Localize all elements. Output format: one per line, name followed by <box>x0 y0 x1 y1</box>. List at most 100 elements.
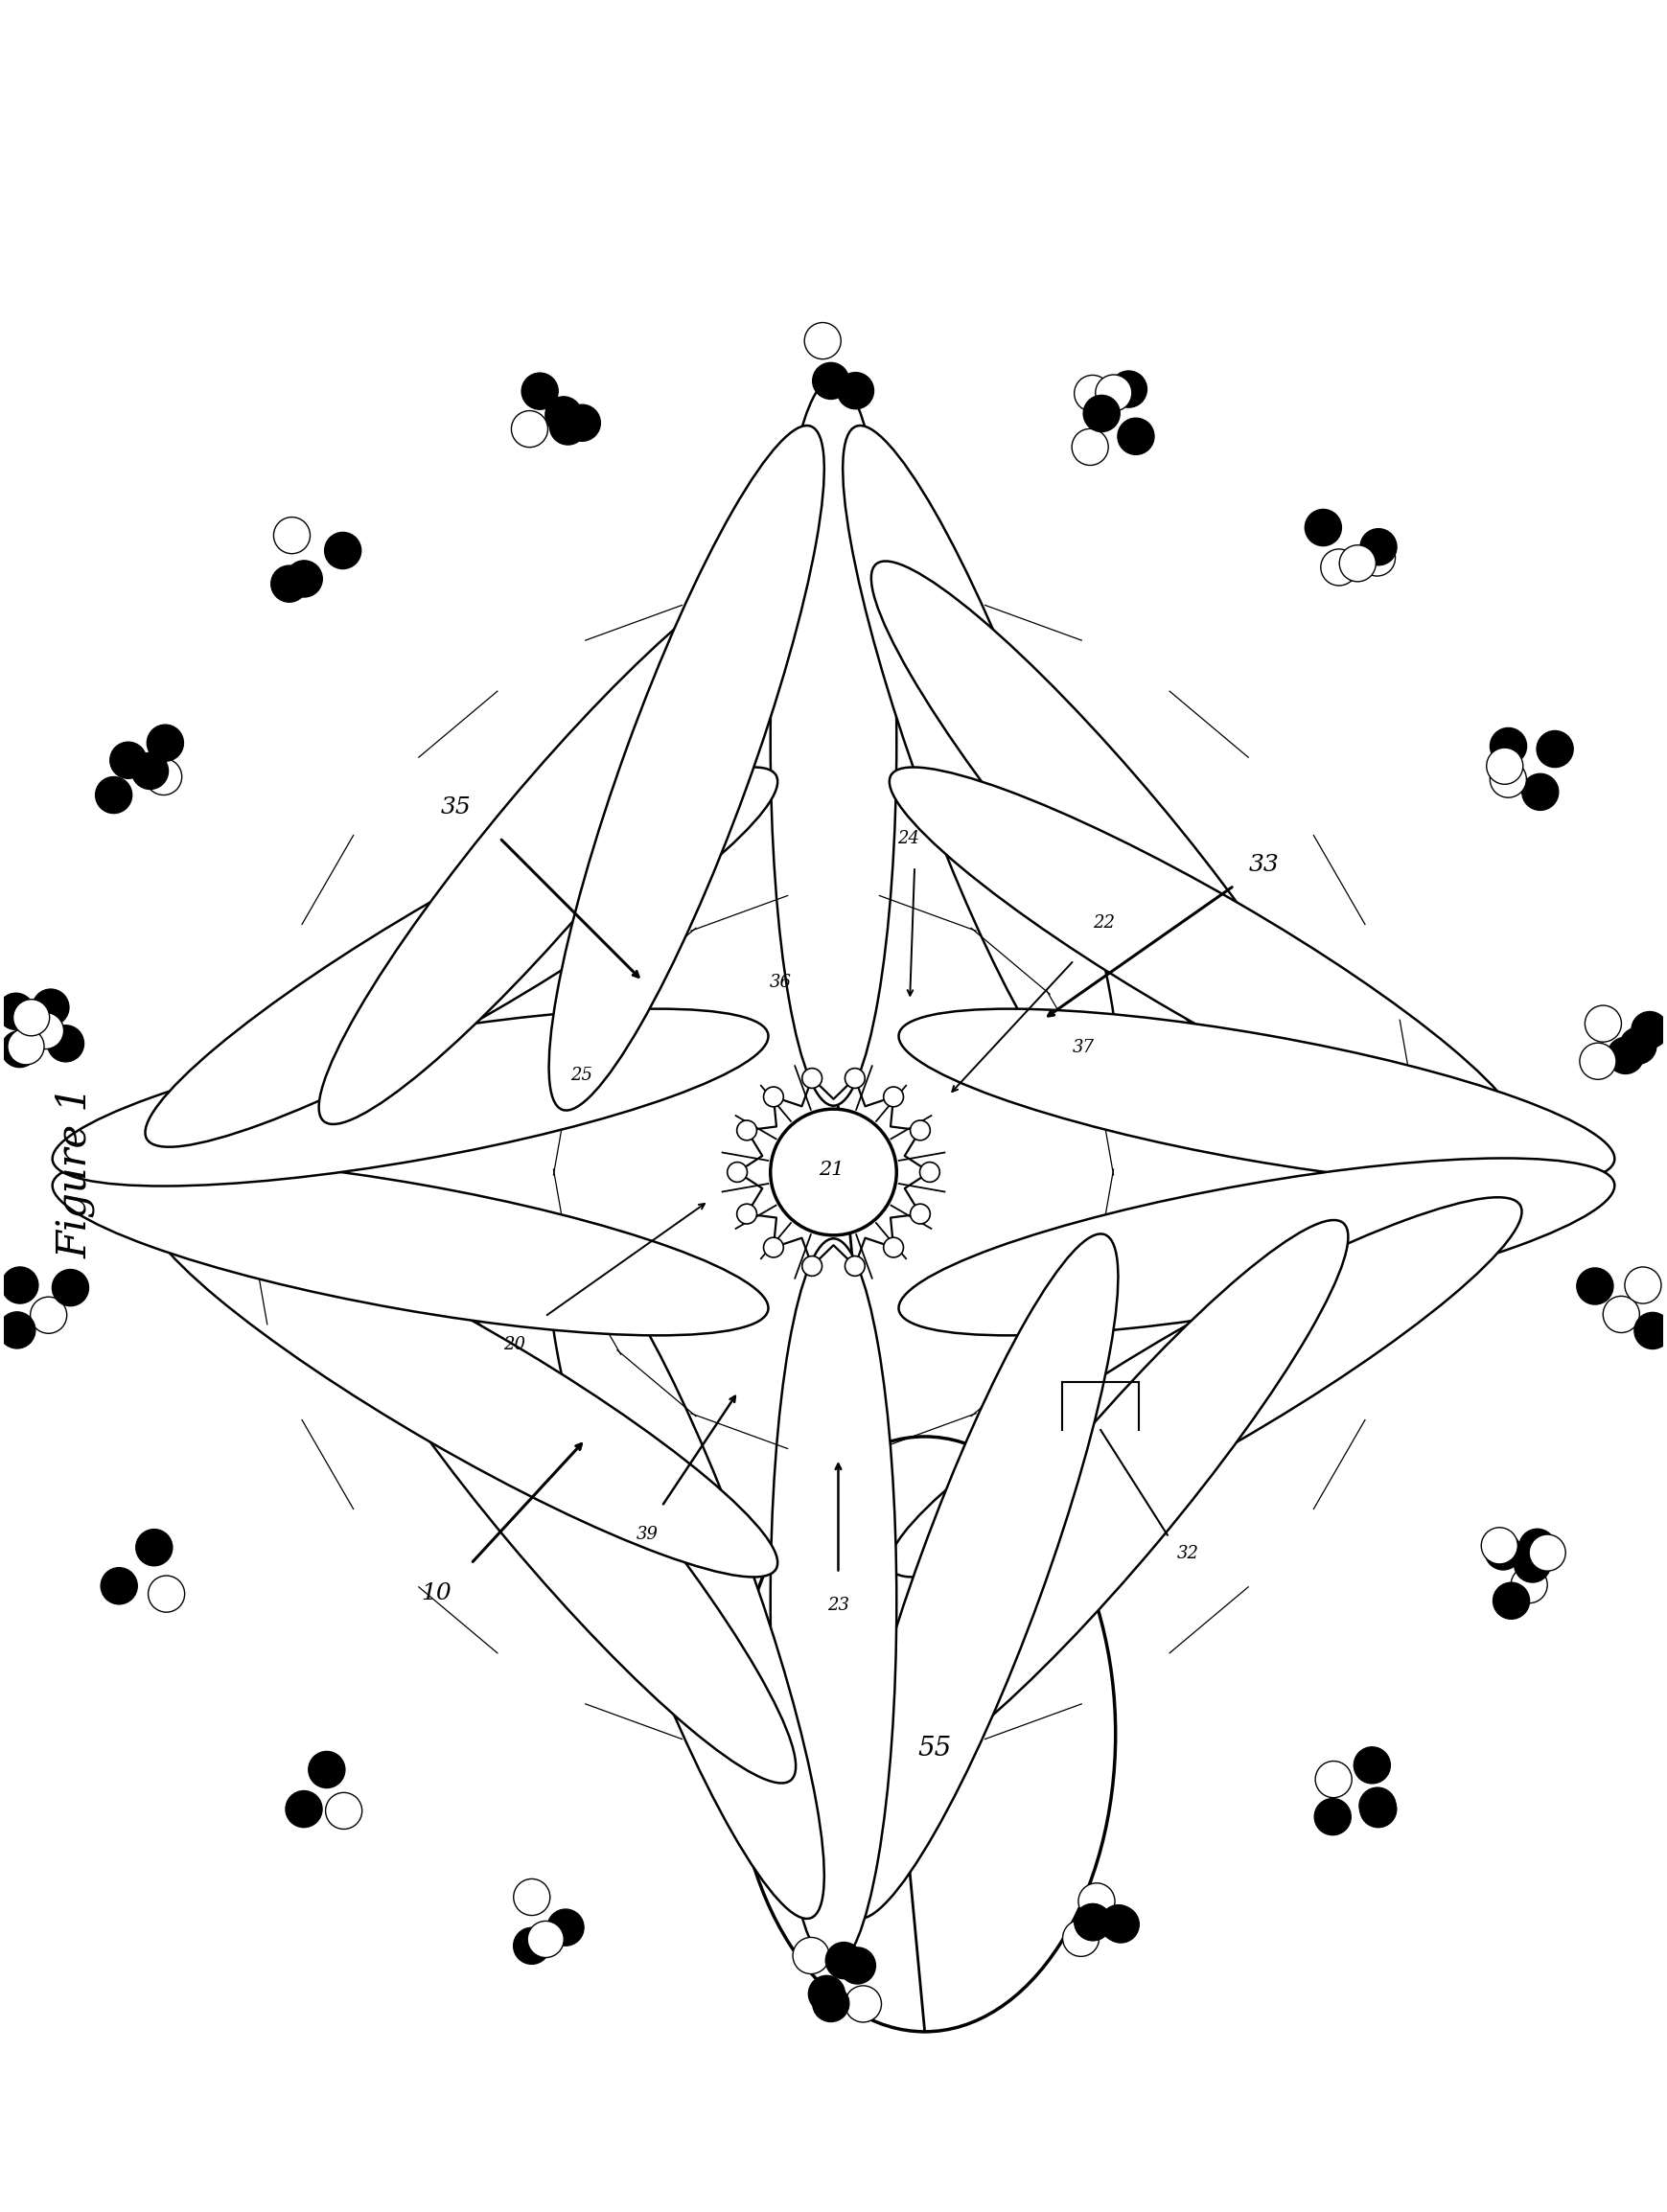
Circle shape <box>8 1029 43 1064</box>
Ellipse shape <box>890 1197 1522 1577</box>
Circle shape <box>737 1119 757 1141</box>
Circle shape <box>1359 540 1395 575</box>
Circle shape <box>884 1237 904 1256</box>
Circle shape <box>325 533 362 568</box>
Circle shape <box>1305 509 1342 546</box>
Ellipse shape <box>548 1234 823 1918</box>
Ellipse shape <box>872 562 1349 1124</box>
Text: 25: 25 <box>570 1066 593 1084</box>
Circle shape <box>1102 1907 1139 1942</box>
Ellipse shape <box>770 378 897 1106</box>
Circle shape <box>1580 1042 1617 1079</box>
Circle shape <box>0 1312 35 1349</box>
Circle shape <box>1634 1312 1667 1349</box>
Circle shape <box>1354 1747 1390 1783</box>
Circle shape <box>273 518 310 553</box>
Circle shape <box>527 1920 563 1958</box>
Circle shape <box>1487 748 1524 785</box>
Circle shape <box>1074 1905 1110 1940</box>
Circle shape <box>148 1575 185 1613</box>
Circle shape <box>272 566 307 602</box>
Circle shape <box>1359 1787 1395 1825</box>
Circle shape <box>2 1267 38 1303</box>
Circle shape <box>1607 1037 1644 1073</box>
Circle shape <box>727 1161 747 1181</box>
Text: 36: 36 <box>770 973 792 991</box>
Ellipse shape <box>52 1009 768 1186</box>
Circle shape <box>285 1792 322 1827</box>
Ellipse shape <box>145 768 777 1148</box>
Circle shape <box>1604 1296 1640 1332</box>
Circle shape <box>910 1119 930 1141</box>
Circle shape <box>513 1927 550 1964</box>
Circle shape <box>1482 1528 1517 1564</box>
Text: 33: 33 <box>1249 854 1279 876</box>
Circle shape <box>1585 1006 1622 1042</box>
Circle shape <box>13 1000 50 1035</box>
Ellipse shape <box>145 1197 777 1577</box>
Circle shape <box>1522 774 1559 810</box>
Circle shape <box>2 1031 38 1068</box>
Circle shape <box>137 1528 172 1566</box>
Circle shape <box>110 741 147 779</box>
Circle shape <box>812 1984 849 2022</box>
Ellipse shape <box>872 1221 1349 1783</box>
Circle shape <box>1084 396 1120 431</box>
Circle shape <box>1072 429 1109 465</box>
Circle shape <box>30 1296 67 1334</box>
Text: 23: 23 <box>827 1597 849 1615</box>
Circle shape <box>1519 1528 1555 1566</box>
Text: 10: 10 <box>422 1584 452 1604</box>
Circle shape <box>1339 544 1375 582</box>
Ellipse shape <box>318 1221 795 1783</box>
Ellipse shape <box>899 1159 1615 1336</box>
Circle shape <box>1360 1792 1397 1827</box>
Circle shape <box>1062 1920 1099 1955</box>
Circle shape <box>802 1256 822 1276</box>
Circle shape <box>1360 529 1397 566</box>
Text: 37: 37 <box>1072 1040 1094 1057</box>
Ellipse shape <box>890 768 1522 1148</box>
Ellipse shape <box>318 562 795 1124</box>
Circle shape <box>550 409 587 445</box>
Circle shape <box>1494 1582 1530 1619</box>
Circle shape <box>1095 374 1132 411</box>
Circle shape <box>547 1909 583 1947</box>
Text: 32: 32 <box>1177 1544 1199 1562</box>
Circle shape <box>825 1942 862 1980</box>
Circle shape <box>1110 372 1147 407</box>
Circle shape <box>285 560 322 597</box>
Circle shape <box>884 1086 904 1106</box>
Circle shape <box>1485 1533 1522 1571</box>
Circle shape <box>1620 1029 1657 1064</box>
Circle shape <box>563 405 600 440</box>
Text: 21: 21 <box>818 1159 844 1179</box>
Ellipse shape <box>844 1234 1119 1918</box>
Circle shape <box>763 1086 783 1106</box>
Text: 35: 35 <box>440 796 472 818</box>
Circle shape <box>27 1013 63 1048</box>
Circle shape <box>147 726 183 761</box>
Ellipse shape <box>770 1239 897 1966</box>
Ellipse shape <box>899 1009 1615 1186</box>
Circle shape <box>737 1203 757 1223</box>
Text: 39: 39 <box>637 1526 658 1542</box>
Circle shape <box>770 1108 897 1234</box>
Circle shape <box>845 1986 882 2022</box>
Circle shape <box>1514 1546 1550 1582</box>
Text: Figure 1: Figure 1 <box>55 1086 95 1259</box>
Text: 24: 24 <box>897 830 919 847</box>
Circle shape <box>1529 1535 1565 1571</box>
Circle shape <box>845 1068 865 1088</box>
Circle shape <box>513 1878 550 1916</box>
Circle shape <box>1537 730 1574 768</box>
Circle shape <box>763 1237 783 1256</box>
Circle shape <box>1510 1566 1547 1604</box>
Circle shape <box>545 396 582 434</box>
Circle shape <box>145 759 182 794</box>
Circle shape <box>95 776 132 814</box>
Circle shape <box>920 1161 940 1181</box>
Text: 20: 20 <box>503 1336 525 1354</box>
Circle shape <box>839 1947 875 1984</box>
Circle shape <box>47 1026 83 1062</box>
